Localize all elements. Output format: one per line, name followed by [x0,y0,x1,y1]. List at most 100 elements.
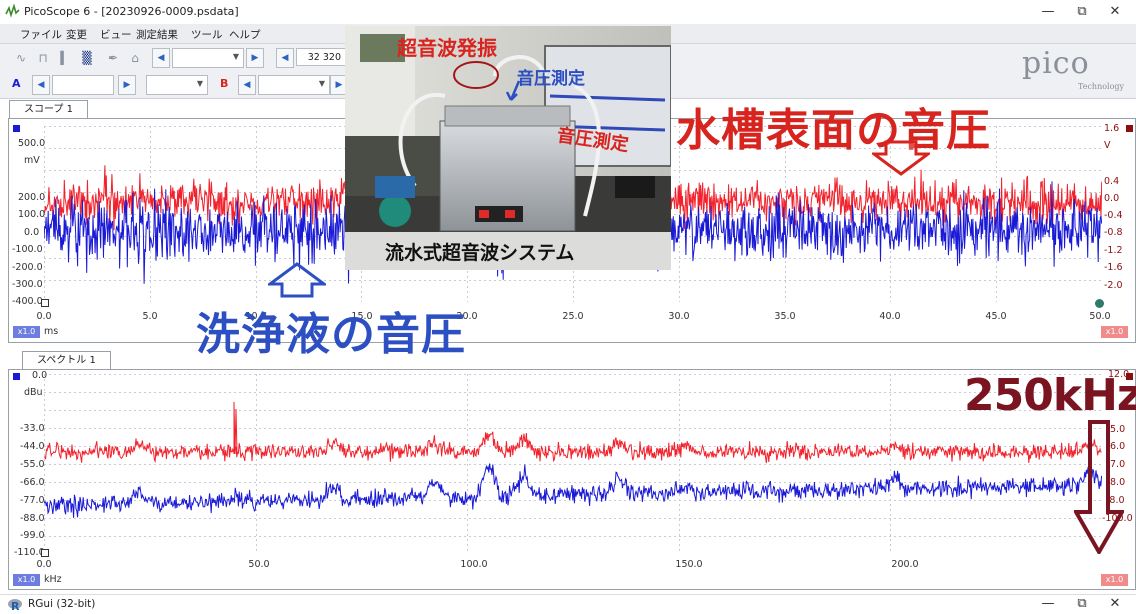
channel-a-coupling[interactable]: ▼ [146,75,208,95]
svg-text:R: R [11,600,20,611]
annotation-pressure-measure: 音圧測定 [517,69,585,89]
menu-view[interactable]: ビュー [100,29,132,41]
arrow-down-outline-icon [872,140,930,176]
spectrum-origin-handle[interactable] [41,549,49,557]
scope-y-tick: -200.0 [12,262,43,273]
scope-x-tick: 50.0 [1089,311,1111,322]
picoscope-app-icon [5,4,20,18]
home-icon[interactable]: ⌂ [131,51,139,65]
scope-y-tick: 200.0 [18,192,46,203]
scope-y-tick: 500.0 [18,138,46,149]
rgui-restore-icon[interactable]: ⧉ [1077,596,1087,611]
scope-y-unit: mV [24,155,40,166]
spectrum-y-tick: -110.0 [14,547,45,558]
window-title: PicoScope 6 - [20230926-0009.psdata] [24,5,239,18]
spectrum-right-tick: 12.0 [1108,369,1130,380]
minimize-icon[interactable]: — [1041,4,1055,19]
rgui-close-icon[interactable]: ✕ [1109,596,1121,611]
spectrum-y-tick: -99.0 [20,530,45,541]
scope-right-tick: 0.0 [1104,193,1120,204]
channel-b-prev-icon[interactable]: ◀ [238,75,256,95]
channel-a-label[interactable]: A [12,77,21,90]
scope-x-tick: 20.0 [456,311,478,322]
menu-edit[interactable]: 変更 [66,29,87,41]
channel-b-range[interactable]: ▼ [258,75,330,95]
rgui-minimize-icon[interactable]: — [1041,596,1055,611]
spectrum-graph[interactable] [44,374,1102,554]
scope-right-tick: -2.0 [1104,280,1123,291]
scope-x-tick: 15.0 [351,311,373,322]
channel-a-marker[interactable] [13,125,20,132]
scope-right-unit: V [1104,140,1111,151]
scope-x-tick: 25.0 [562,311,584,322]
scope-x-multiplier-b[interactable]: x1.0 [1101,326,1128,338]
spectrum-right-tick: 7.0 [1110,459,1126,470]
spectrum-x-tick: 150.0 [675,559,703,570]
pico-logo: pico Technology [1022,46,1125,91]
spectrum-x-tick: 100.0 [460,559,488,570]
scope-right-tick: -0.4 [1104,210,1123,221]
menu-tools[interactable]: ツール [191,29,223,41]
spectrum-channel-b-marker[interactable] [1126,373,1133,380]
arrow-down-dark-icon [1074,420,1124,554]
trigger-marker-icon[interactable] [1095,299,1104,308]
scope-mode-icon[interactable]: ∿ [15,51,27,65]
spectrum-right-tick: 6.0 [1110,441,1126,452]
channel-a-range[interactable] [52,75,114,95]
channel-b-label[interactable]: B [220,77,229,90]
bar-chart-icon[interactable]: ▒ [82,51,92,65]
spectrum-x-multiplier-b[interactable]: x1.0 [1101,574,1128,586]
restore-icon[interactable]: ⧉ [1077,4,1087,19]
r-app-icon: R [8,599,22,611]
scope-x-tick: 35.0 [774,311,796,322]
spectrum-y-unit: dBu [24,387,43,398]
scope-x-tick: 40.0 [879,311,901,322]
spectrum-y-tick: -55.0 [20,459,45,470]
annotation-surface-pressure: 水槽表面の音圧 [676,105,991,156]
channel-a-next-icon[interactable]: ▶ [118,75,136,95]
annotation-250khz: 250kHz [964,370,1136,421]
menu-file[interactable]: ファイル [20,29,62,41]
timebase-field[interactable]: 32 320 [296,48,346,66]
channel-b-marker[interactable] [1126,125,1133,132]
scope-right-tick: 0.4 [1104,176,1120,187]
persistence-mode-icon[interactable]: ⊓ [38,51,48,65]
tab-spectrum-1[interactable]: スペクトル 1 [22,351,111,369]
arrow-up-outline-icon [268,262,326,298]
spectrum-mode-icon[interactable]: ▍ [60,51,70,65]
spectrum-right-tick: 5.0 [1110,424,1126,435]
spectrum-y-tick: 0.0 [32,370,48,381]
spectrum-y-tick: -77.0 [20,495,45,506]
scope-right-tick: 1.6 [1104,123,1120,134]
channel-a-prev-icon[interactable]: ◀ [32,75,50,95]
scope-y-tick: -400.0 [12,296,43,307]
scope-right-tick: -0.8 [1104,227,1123,238]
rgui-title-bar: R RGui (32-bit) — ⧉ ✕ [0,594,1136,614]
probe-icon[interactable]: ✒ [107,51,119,65]
spectrum-y-tick: -88.0 [20,513,45,524]
spectrum-x-tick: 0.0 [36,559,52,570]
rgui-title: RGui (32-bit) [28,598,96,610]
next-arrow-icon[interactable]: ▶ [246,48,264,68]
close-icon[interactable]: ✕ [1109,4,1121,19]
spectrum-x-multiplier[interactable]: x1.0 [13,574,40,586]
dropdown-1[interactable]: ▼ [172,48,244,68]
spectrum-view[interactable] [8,369,1136,590]
scope-x-tick: 10.0 [245,311,267,322]
scope-x-multiplier[interactable]: x1.0 [13,326,40,338]
spectrum-y-tick: -33.0 [20,423,45,434]
spectrum-y-tick: -44.0 [20,441,45,452]
scope-x-tick: 0.0 [36,311,52,322]
menu-help[interactable]: ヘルプ [229,29,261,41]
scope-origin-handle[interactable] [41,299,49,307]
scope-y-tick: 100.0 [18,209,46,220]
timebase-prev-icon[interactable]: ◀ [276,48,294,68]
annotation-liquid-pressure: 洗浄液の音圧 [196,309,466,360]
spectrum-channel-a-marker[interactable] [13,373,20,380]
scope-x-tick: 45.0 [985,311,1007,322]
menu-measurements[interactable]: 測定結果 [136,29,178,41]
spectrum-x-unit: kHz [44,574,62,585]
prev-arrow-icon[interactable]: ◀ [152,48,170,68]
title-bar: PicoScope 6 - [20230926-0009.psdata] — ⧉… [0,0,1136,24]
tab-scope-1[interactable]: スコープ 1 [9,100,88,118]
